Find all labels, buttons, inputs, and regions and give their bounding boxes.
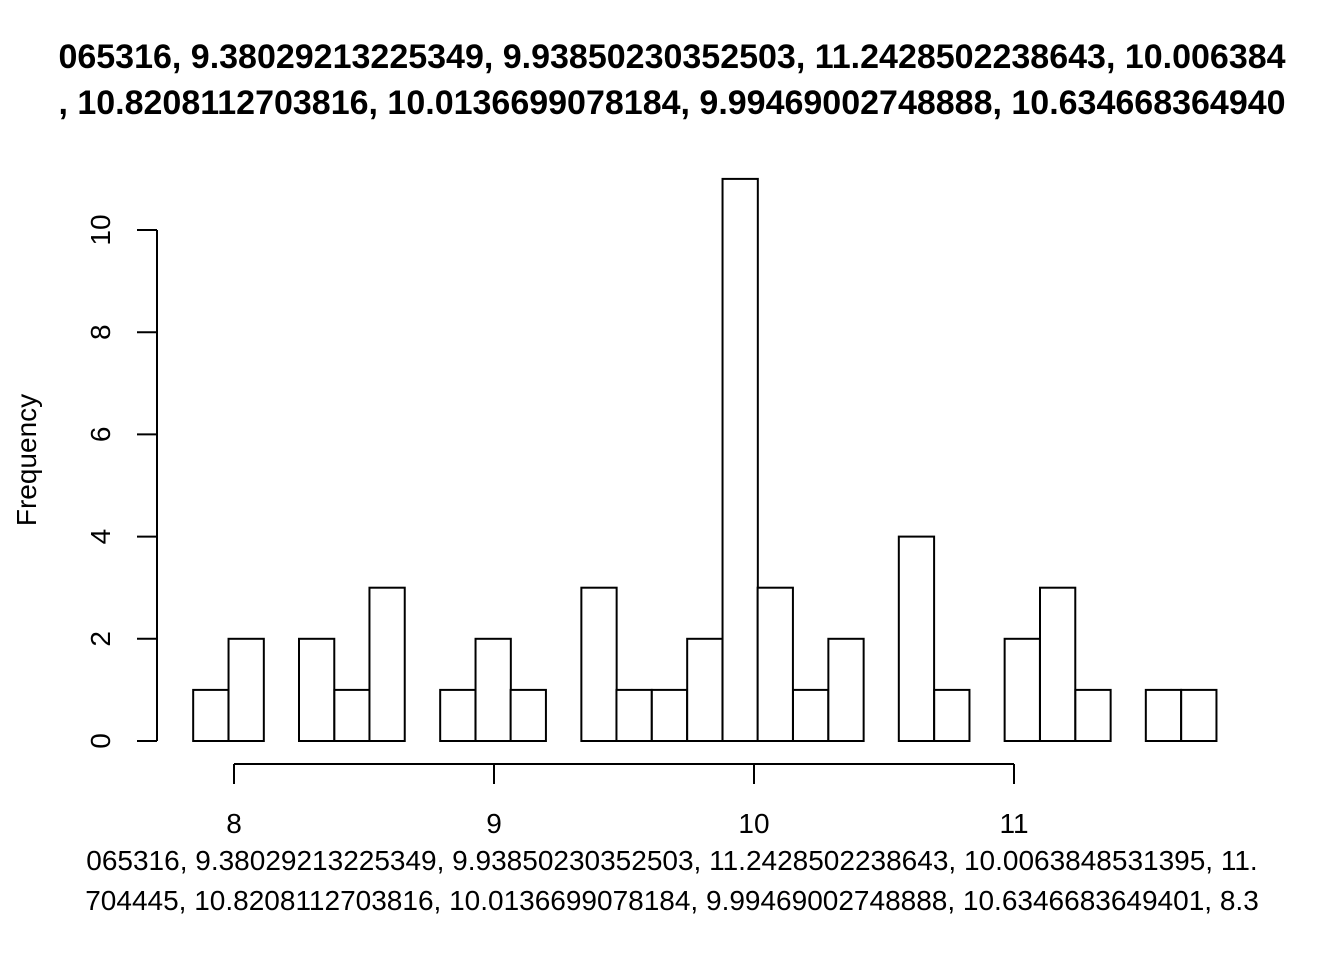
y-axis-label: Frequency: [11, 394, 42, 526]
chart-title-line-1: 065316, 9.38029213225349, 9.938502303525…: [58, 38, 1285, 76]
x-axis-label-line-1: 065316, 9.38029213225349, 9.938502303525…: [86, 845, 1257, 876]
x-tick-label: 8: [226, 808, 242, 839]
histogram-bar: [686, 637, 724, 742]
histogram-bar: [897, 535, 936, 742]
y-tick-label: 4: [85, 529, 116, 545]
histogram-bar: [792, 688, 830, 743]
histogram-bar: [509, 688, 547, 743]
y-tick-label: 0: [85, 733, 116, 749]
y-tick-label: 8: [85, 324, 116, 340]
y-tick-label: 2: [85, 631, 116, 647]
x-axis-label-line-2: 704445, 10.8208112703816, 10.01366990781…: [85, 885, 1259, 916]
chart-title-line-2: , 10.8208112703816, 10.0136699078184, 9.…: [58, 84, 1285, 122]
histogram-bar: [1144, 688, 1183, 743]
histogram-bar: [1039, 586, 1077, 743]
histogram-bar: [298, 637, 336, 742]
x-tick-label: 11: [999, 808, 1028, 839]
histogram-bar: [439, 688, 477, 743]
histogram-bar: [580, 586, 618, 743]
x-tick-label: 9: [486, 808, 502, 839]
histogram-bar: [1003, 637, 1041, 742]
y-tick-label: 6: [85, 427, 116, 443]
histogram-bar: [933, 688, 971, 743]
histogram-bar: [1074, 688, 1112, 743]
histogram-bar: [650, 688, 689, 743]
y-tick-label: 10: [85, 214, 116, 245]
histogram-bar: [615, 688, 653, 743]
histogram-bar: [474, 637, 512, 742]
x-axis-ticks: 8 9 10 11: [226, 764, 1029, 839]
histogram-bar: [368, 586, 406, 743]
histogram-bar: [192, 688, 230, 743]
histogram-bar: [333, 688, 371, 743]
histogram-bars: [192, 177, 1218, 743]
x-tick-label: 10: [738, 808, 769, 839]
histogram-bar: [827, 637, 865, 742]
histogram-bar: [721, 177, 759, 742]
histogram-bar: [756, 586, 794, 743]
y-axis-ticks: 0 2 4 6 8 10: [85, 214, 157, 749]
histogram-bar: [1180, 688, 1218, 743]
histogram-bar: [227, 637, 265, 742]
